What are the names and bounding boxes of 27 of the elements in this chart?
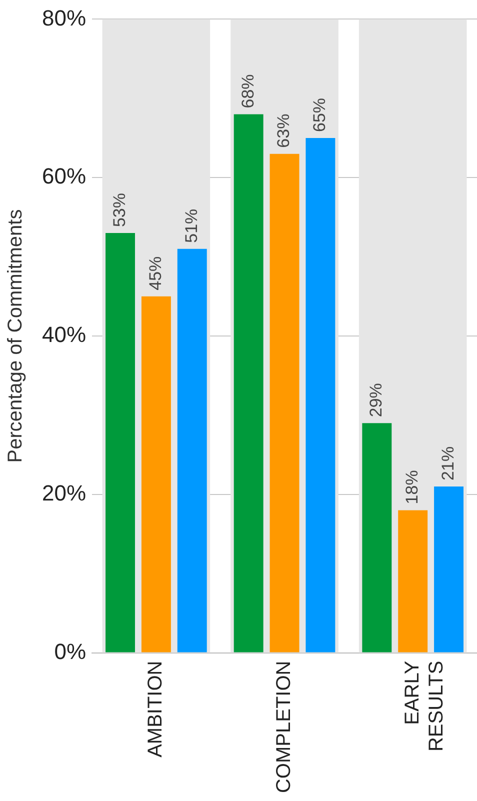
data-label: 51% bbox=[182, 208, 201, 243]
bar bbox=[306, 138, 336, 652]
x-tick-label: AMBITION bbox=[144, 660, 167, 758]
bar bbox=[141, 296, 171, 652]
data-label: 29% bbox=[366, 383, 386, 418]
y-tick-label: 40% bbox=[42, 322, 86, 348]
y-tick-label: 60% bbox=[42, 164, 86, 189]
data-label: 53% bbox=[110, 192, 129, 228]
y-tick-label: 0% bbox=[54, 638, 86, 664]
data-label: 45% bbox=[146, 256, 165, 290]
x-tick-label: EARLY RESULTS bbox=[401, 660, 448, 752]
y-tick-label: 80% bbox=[42, 5, 86, 30]
bar bbox=[362, 423, 392, 652]
x-tick-label: COMPLETION bbox=[273, 660, 296, 794]
y-tick-label: 20% bbox=[42, 480, 86, 506]
data-label: 21% bbox=[438, 446, 458, 480]
bar bbox=[434, 486, 464, 652]
data-label: 68% bbox=[238, 74, 258, 108]
bar bbox=[106, 233, 135, 652]
bar bbox=[234, 114, 264, 652]
bar bbox=[398, 510, 428, 652]
data-label: 63% bbox=[274, 114, 294, 148]
y-axis-title: Percentage of Commitments bbox=[4, 209, 27, 463]
bar bbox=[177, 248, 207, 652]
bar bbox=[270, 154, 300, 652]
data-label: 65% bbox=[310, 98, 330, 132]
data-label: 18% bbox=[402, 470, 422, 504]
